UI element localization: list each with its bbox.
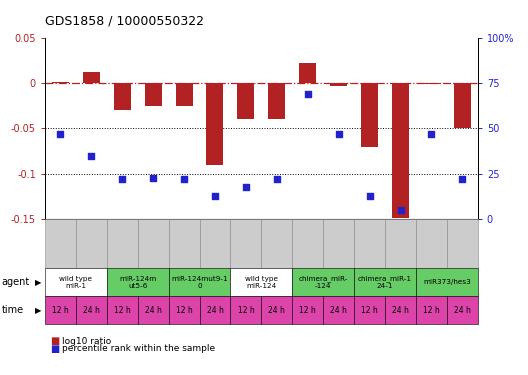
Bar	[423, 83, 440, 84]
Point	[56, 131, 64, 137]
Text: wild type
miR-1: wild type miR-1	[59, 276, 92, 289]
Text: 12 h: 12 h	[52, 306, 69, 315]
Point	[458, 176, 467, 182]
Bar	[114, 83, 131, 110]
Text: 12 h: 12 h	[299, 306, 316, 315]
Point	[304, 91, 312, 97]
Text: chimera_miR-1
24-1: chimera_miR-1 24-1	[358, 275, 412, 289]
Text: 12 h: 12 h	[238, 306, 254, 315]
Bar	[175, 83, 193, 106]
Text: 12 h: 12 h	[423, 306, 440, 315]
Bar	[83, 72, 100, 83]
Text: 24 h: 24 h	[330, 306, 347, 315]
Point	[242, 184, 250, 190]
Bar	[392, 83, 409, 218]
Point	[397, 207, 405, 213]
Text: 24 h: 24 h	[268, 306, 285, 315]
Text: 12 h: 12 h	[176, 306, 192, 315]
Point	[272, 176, 281, 182]
Bar	[330, 83, 347, 86]
Text: log10 ratio: log10 ratio	[62, 337, 111, 346]
Point	[149, 174, 157, 180]
Text: 24 h: 24 h	[206, 306, 223, 315]
Bar	[454, 83, 471, 129]
Bar	[268, 83, 285, 119]
Point	[87, 153, 96, 159]
Text: ▶: ▶	[35, 278, 42, 287]
Text: 24 h: 24 h	[454, 306, 471, 315]
Bar	[299, 63, 316, 83]
Point	[180, 176, 188, 182]
Text: percentile rank within the sample: percentile rank within the sample	[62, 344, 215, 353]
Text: agent: agent	[2, 277, 30, 287]
Text: miR-124mut9-1
0: miR-124mut9-1 0	[171, 276, 228, 289]
Point	[365, 193, 374, 199]
Text: ■: ■	[50, 336, 60, 346]
Text: 12 h: 12 h	[361, 306, 378, 315]
Bar	[238, 83, 254, 119]
Bar	[206, 83, 223, 165]
Text: GDS1858 / 10000550322: GDS1858 / 10000550322	[45, 15, 204, 28]
Text: ▶: ▶	[35, 306, 42, 315]
Text: 24 h: 24 h	[83, 306, 100, 315]
Point	[334, 131, 343, 137]
Bar	[361, 83, 378, 147]
Text: time: time	[2, 305, 24, 315]
Bar	[145, 83, 162, 106]
Point	[118, 176, 126, 182]
Text: 24 h: 24 h	[392, 306, 409, 315]
Text: miR-124m
ut5-6: miR-124m ut5-6	[119, 276, 156, 289]
Text: ■: ■	[50, 344, 60, 354]
Text: chimera_miR-
-124: chimera_miR- -124	[298, 275, 348, 289]
Text: wild type
miR-124: wild type miR-124	[245, 276, 278, 289]
Text: 12 h: 12 h	[114, 306, 130, 315]
Bar	[52, 82, 69, 83]
Point	[211, 193, 219, 199]
Text: 24 h: 24 h	[145, 306, 162, 315]
Text: miR373/hes3: miR373/hes3	[423, 279, 471, 285]
Point	[427, 131, 436, 137]
